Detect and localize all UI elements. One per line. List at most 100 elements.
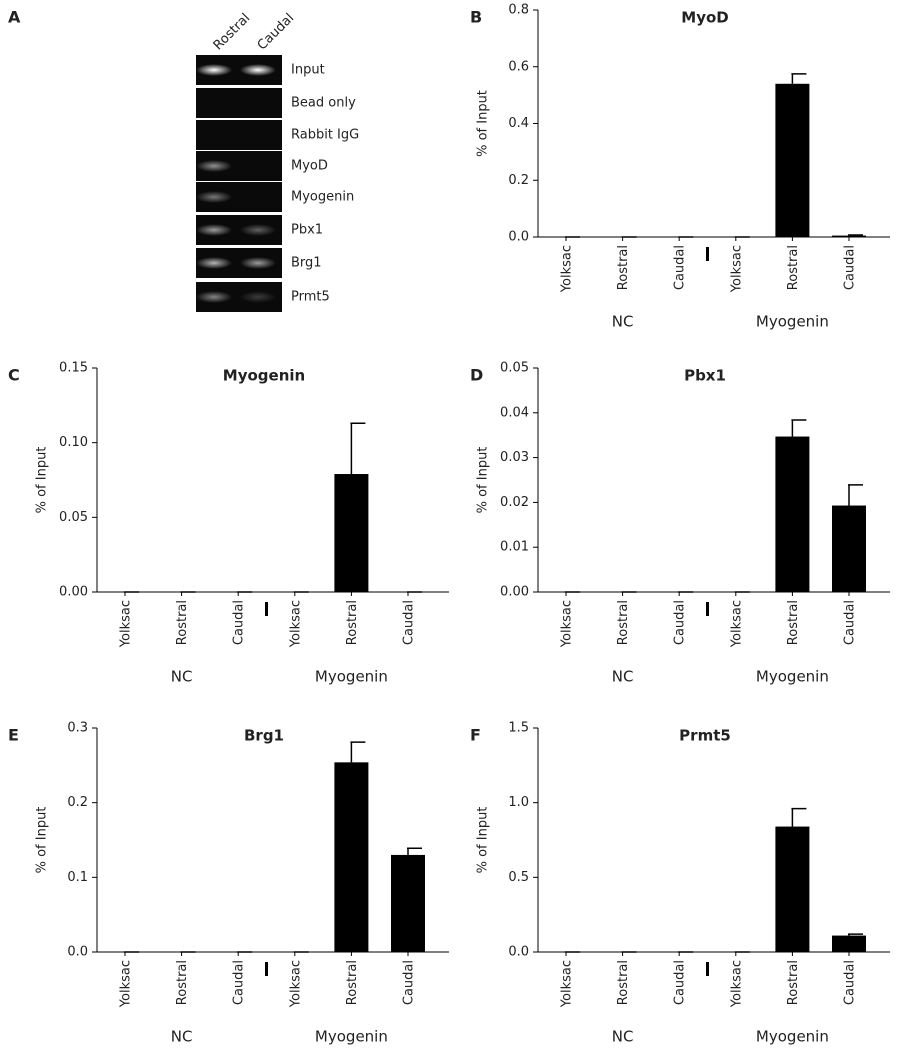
lane-label: Caudal [255, 11, 298, 54]
error-bar [791, 419, 807, 437]
gel-band [196, 191, 232, 203]
group-label: Myogenin [756, 313, 829, 331]
y-tick-label: 0.2 [67, 795, 88, 810]
panel-letter: C [8, 366, 20, 385]
x-tick-label: Yolksac [729, 245, 744, 293]
group-label: Myogenin [756, 1028, 829, 1046]
y-tick-label: 0.4 [508, 116, 529, 131]
x-tick-label: Caudal [673, 600, 688, 645]
bar [334, 762, 369, 952]
bar [832, 505, 866, 592]
group-label: NC [171, 1028, 193, 1046]
gel-lane-box [196, 120, 282, 150]
gel-row-label: Prmt5 [291, 290, 330, 305]
gel-row-label: Input [291, 63, 325, 78]
group-label: Myogenin [756, 668, 829, 686]
gel-row-label: Pbx1 [291, 223, 323, 238]
panel-letter: E [8, 726, 19, 745]
gel-band [240, 291, 276, 303]
panel-letter: F [470, 726, 481, 745]
x-tick-label: Rostral [786, 245, 801, 290]
chart-title: Prmt5 [679, 727, 731, 745]
x-tick-label: Yolksac [729, 960, 744, 1008]
y-axis-label: % of Input [476, 807, 491, 874]
y-axis-label: % of Input [476, 90, 491, 157]
x-tick-label: Caudal [673, 245, 688, 290]
group-label: NC [612, 1028, 634, 1046]
gel-band [196, 224, 232, 236]
x-tick-label: Rostral [616, 245, 631, 290]
gel-band [240, 64, 276, 76]
x-tick-label: Caudal [232, 960, 247, 1005]
group-label: NC [171, 668, 193, 686]
x-tick-label: Caudal [843, 600, 858, 645]
y-tick-label: 0.03 [500, 450, 529, 465]
x-tick-label: Rostral [175, 600, 190, 645]
x-tick-label: Rostral [345, 600, 360, 645]
error-bar [848, 484, 863, 506]
y-axis-label: % of Input [476, 447, 491, 514]
y-tick-label: 0.0 [508, 945, 529, 960]
y-tick-label: 0.15 [59, 361, 88, 376]
y-tick-label: 0.5 [508, 870, 529, 885]
x-tick-label: Yolksac [560, 600, 575, 648]
group-label: NC [612, 668, 634, 686]
chart-title: Myogenin [223, 367, 305, 385]
group-label: NC [612, 313, 634, 331]
bar [775, 83, 810, 238]
y-axis-label: % of Input [35, 447, 50, 514]
y-tick-label: 1.0 [508, 795, 529, 810]
y-tick-label: 0.05 [500, 361, 529, 376]
x-tick-label: Yolksac [119, 960, 134, 1008]
bar [775, 436, 810, 592]
y-tick-label: 0.1 [67, 870, 88, 885]
gel-lane-box [196, 88, 282, 118]
x-tick-label: Yolksac [560, 245, 575, 293]
gel-band [196, 64, 232, 76]
x-tick-label: Caudal [232, 600, 247, 645]
group-label: Myogenin [315, 1028, 388, 1046]
y-tick-label: 0.04 [500, 405, 529, 420]
bar [334, 474, 369, 592]
x-tick-label: Yolksac [560, 960, 575, 1008]
y-tick-label: 0.0 [67, 945, 88, 960]
y-tick-label: 0.02 [500, 495, 529, 510]
chart-title: MyoD [681, 9, 728, 27]
y-tick-label: 0.10 [59, 435, 88, 450]
x-tick-label: Rostral [175, 960, 190, 1005]
error-bar [350, 741, 366, 763]
gel-band [240, 224, 276, 236]
y-tick-label: 0.8 [508, 3, 529, 18]
gel-band [196, 291, 232, 303]
error-bar [407, 847, 422, 855]
chart-title: Pbx1 [684, 367, 726, 385]
x-tick-label: Rostral [616, 600, 631, 645]
y-tick-label: 0.05 [59, 510, 88, 525]
gel-row-label: Brg1 [291, 256, 322, 271]
error-bar [848, 933, 863, 936]
x-tick-label: Rostral [786, 600, 801, 645]
lane-label: Rostral [211, 11, 254, 54]
gel-band [240, 257, 276, 269]
y-tick-label: 0.0 [508, 230, 529, 245]
x-tick-label: Rostral [345, 960, 360, 1005]
y-tick-label: 1.5 [508, 721, 529, 736]
x-tick-label: Rostral [616, 960, 631, 1005]
panel-letter: B [470, 8, 482, 27]
y-tick-label: 0.2 [508, 173, 529, 188]
y-tick-label: 0.00 [500, 585, 529, 600]
gel-row-label: Bead only [291, 96, 356, 111]
chart-title: Brg1 [244, 727, 284, 745]
y-tick-label: 0.6 [508, 59, 529, 74]
x-tick-label: Rostral [786, 960, 801, 1005]
y-tick-label: 0.01 [500, 540, 529, 555]
x-tick-label: Caudal [843, 245, 858, 290]
x-tick-label: Yolksac [119, 600, 134, 648]
x-tick-label: Yolksac [288, 600, 303, 648]
x-tick-label: Caudal [843, 960, 858, 1005]
error-bar [791, 73, 807, 84]
x-tick-label: Caudal [402, 600, 417, 645]
gel-row-label: Rabbit IgG [291, 128, 359, 143]
x-tick-label: Caudal [673, 960, 688, 1005]
